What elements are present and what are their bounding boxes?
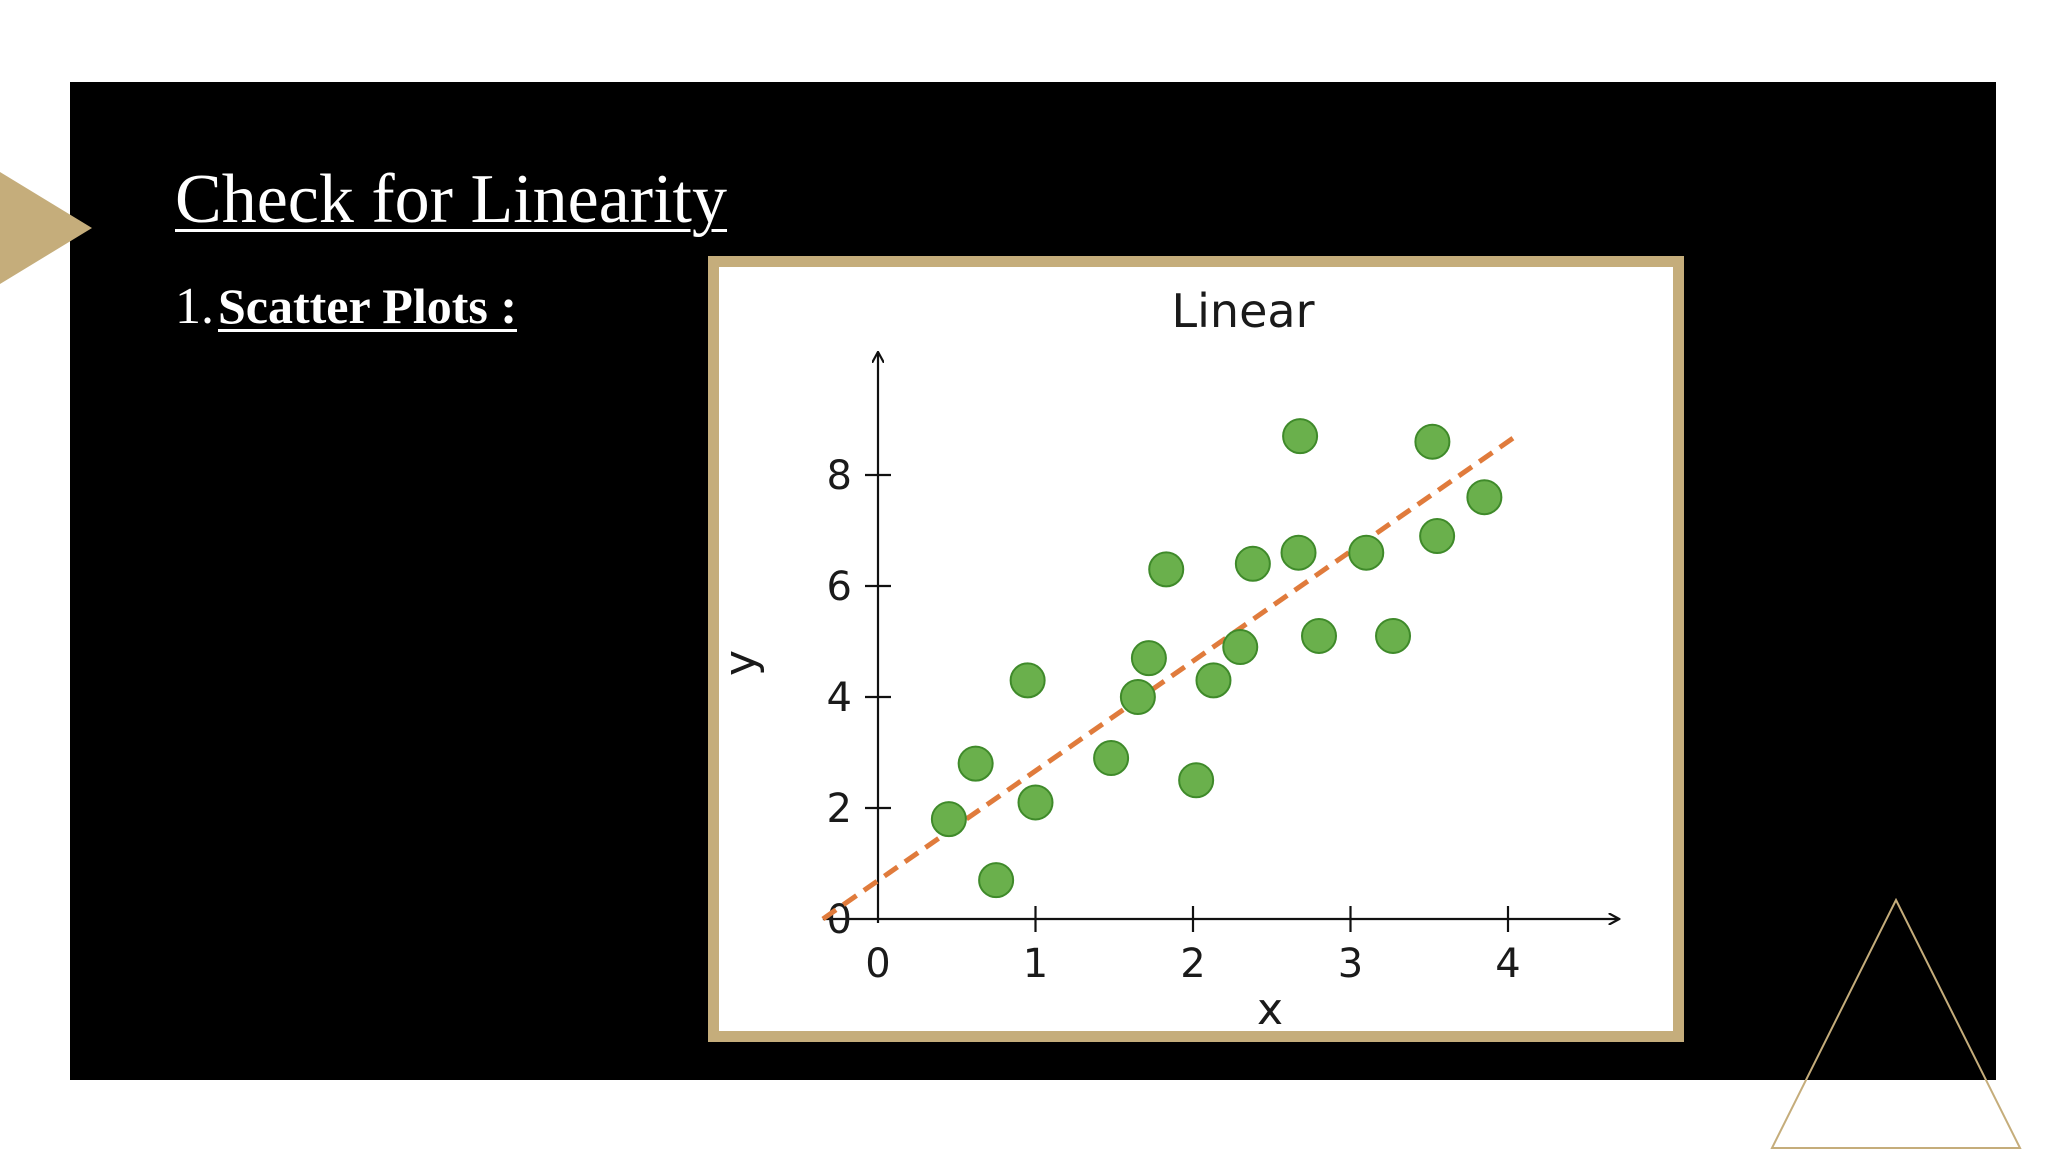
- data-point: [1222, 629, 1259, 666]
- trend-line: [821, 434, 1518, 922]
- data-point: [1466, 479, 1503, 516]
- x-tick-label: 4: [1495, 941, 1520, 987]
- triangle-outline-icon: [1770, 898, 2022, 1149]
- subtitle: 1. Scatter Plots :: [175, 277, 517, 336]
- data-point: [1419, 518, 1456, 555]
- slide-title: Check for Linearity: [175, 161, 728, 238]
- subtitle-number: 1.: [175, 278, 214, 335]
- y-axis-label: y: [719, 650, 766, 676]
- data-point: [1280, 534, 1317, 571]
- data-point: [1301, 617, 1337, 654]
- data-point: [930, 801, 967, 838]
- x-tick-label: 3: [1338, 941, 1363, 987]
- y-tick-label: 6: [827, 564, 852, 610]
- data-point: [1414, 423, 1451, 460]
- data-point: [978, 862, 1015, 899]
- data-point: [957, 745, 994, 782]
- subtitle-text: Scatter Plots :: [218, 278, 517, 334]
- data-point: [1282, 418, 1319, 455]
- x-tick-label: 1: [1023, 941, 1048, 987]
- data-point: [1093, 740, 1130, 777]
- data-point: [1119, 679, 1156, 715]
- data-point: [1375, 617, 1412, 654]
- points-group: [930, 418, 1503, 899]
- data-point: [1234, 545, 1271, 582]
- data-point: [1130, 640, 1167, 677]
- data-point: [1178, 762, 1215, 799]
- trend-line-group: [821, 434, 1518, 922]
- data-point: [1017, 784, 1054, 821]
- x-tick-label: 0: [865, 941, 890, 987]
- y-tick-label: 4: [827, 675, 852, 721]
- x-tick-label: 2: [1180, 941, 1205, 987]
- data-point: [1195, 662, 1232, 699]
- data-point: [1348, 534, 1385, 571]
- play-arrow-icon: [0, 172, 92, 284]
- chart-title: Linear: [1172, 284, 1315, 338]
- y-tick-label: 2: [827, 786, 852, 832]
- y-tick-label: 8: [827, 453, 852, 499]
- data-point: [1009, 662, 1046, 699]
- data-point: [1148, 551, 1185, 588]
- x-axis-label: x: [1257, 984, 1283, 1031]
